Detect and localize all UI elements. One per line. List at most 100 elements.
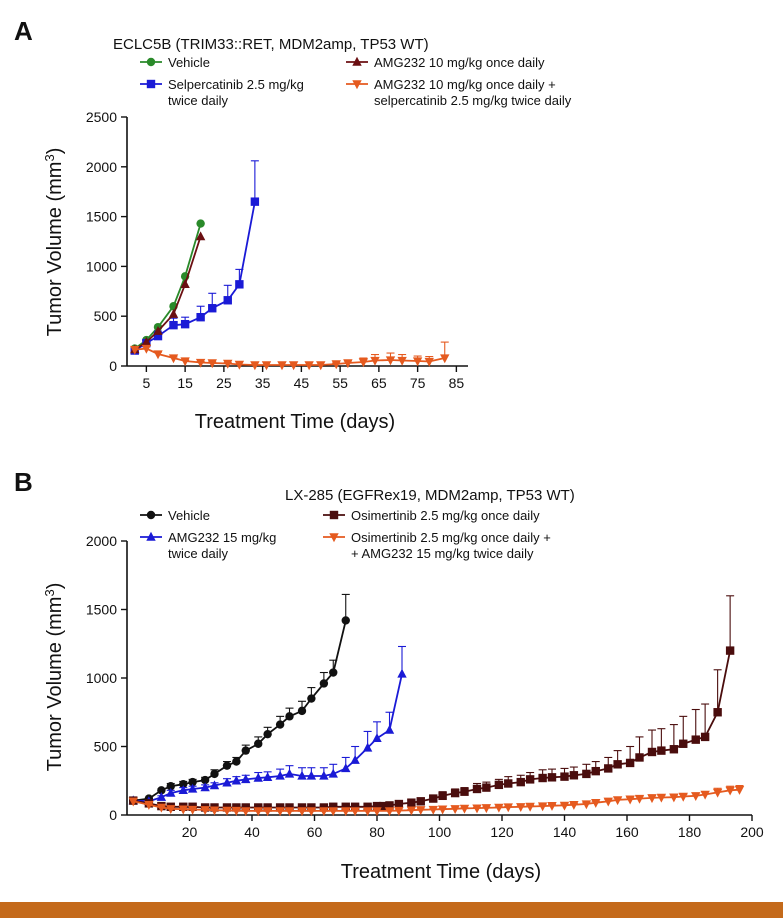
chart-a-series-2 xyxy=(130,160,260,355)
chart-b-data-point xyxy=(341,763,351,773)
chart-b-data-point xyxy=(179,779,188,789)
chart-b-data-point xyxy=(503,803,513,813)
chart-b-legend-item: Osimertinib 2.5 mg/kg once daily ++ AMG2… xyxy=(323,530,551,561)
chart-a-data-point xyxy=(169,320,178,330)
chart-b-data-point xyxy=(285,712,294,721)
chart-b-data-point xyxy=(569,771,579,780)
chart-b-data-point xyxy=(341,616,350,625)
chart-b-data-point xyxy=(262,772,273,782)
chart-a-y-tick-label: 1000 xyxy=(86,258,117,274)
chart-b-data-point xyxy=(691,735,700,744)
chart-b-data-point xyxy=(350,807,360,817)
chart-b-x-tick-label: 80 xyxy=(369,824,385,840)
chart-b-data-point xyxy=(625,795,635,805)
chart-b-data-point xyxy=(582,769,591,779)
chart-b-data-point xyxy=(328,807,338,817)
chart-b-data-point xyxy=(275,807,285,817)
chart-b-y-tick-label: 2000 xyxy=(86,533,117,549)
chart-a-data-point xyxy=(304,361,314,371)
chart-b-data-point xyxy=(156,803,167,813)
chart-b-data-point xyxy=(262,807,273,817)
chart-b-ylabel-sup: 3 xyxy=(42,589,57,596)
chart-b-legend-marker xyxy=(329,533,339,543)
chart-b-data-point xyxy=(231,806,242,816)
chart-b-data-point xyxy=(178,785,188,795)
chart-b-legend-label: Vehicle xyxy=(168,508,210,523)
chart-b-data-point xyxy=(210,769,219,779)
chart-a-ylabel-main: Tumor Volume (mm xyxy=(44,162,66,337)
chart-b-data-point xyxy=(222,777,232,787)
chart-b-legend-marker xyxy=(146,531,156,541)
chart-b-data-point xyxy=(712,788,723,798)
chart-a-data-point xyxy=(250,197,260,206)
chart-a-x-tick-label: 85 xyxy=(449,375,465,391)
chart-b-x-tick-label: 180 xyxy=(678,824,702,840)
chart-b-x-tick-label: 120 xyxy=(490,824,514,840)
chart-b-data-point xyxy=(166,805,176,815)
chart-b-data-point xyxy=(319,770,329,780)
chart-a-data-point xyxy=(130,345,140,355)
chart-b-data-point xyxy=(678,792,688,802)
chart-a-series-4 xyxy=(130,341,450,371)
chart-b-data-point xyxy=(591,766,600,776)
chart-a-data-point xyxy=(168,309,179,318)
chart-b-data-point xyxy=(560,772,569,781)
chart-b-x-tick-label: 60 xyxy=(307,824,323,840)
chart-b-data-point xyxy=(372,807,382,817)
chart-a-data-point xyxy=(180,319,190,329)
chart-b-data-point xyxy=(625,758,635,768)
chart-a-data-point xyxy=(223,296,232,305)
chart-b-data-point xyxy=(188,777,197,787)
chart-b-data-point xyxy=(656,793,667,803)
chart-b-data-point xyxy=(350,755,360,764)
chart-b-data-point xyxy=(472,804,482,814)
chart-b-data-point xyxy=(603,797,613,807)
chart-b-data-point xyxy=(516,777,525,787)
chart-b-data-point xyxy=(647,747,657,757)
chart-b-data-point xyxy=(329,668,338,677)
chart-b-data-point xyxy=(178,805,188,815)
chart-b-data-point xyxy=(428,805,438,815)
chart-b-data-point xyxy=(494,780,504,790)
chart-a-data-point xyxy=(180,279,190,289)
chart-b-data-point xyxy=(394,806,404,816)
chart-b-ylabel: Tumor Volume (mm3) xyxy=(42,583,66,772)
chart-b-data-point xyxy=(319,679,329,688)
chart-b-series-2 xyxy=(128,645,407,805)
chart-b-data-point xyxy=(253,772,263,782)
chart-b-data-point xyxy=(254,739,263,748)
chart-a-data-point xyxy=(288,361,299,371)
chart-a-data-point xyxy=(343,359,353,369)
chart-a-data-point xyxy=(250,361,260,371)
chart-b-data-point xyxy=(222,806,232,816)
chart-a-legend-label: Selpercatinib 2.5 mg/kg xyxy=(168,77,304,92)
chart-b-data-point xyxy=(504,779,513,788)
chart-a-legend-label: Vehicle xyxy=(168,55,210,70)
chart-a-x-tick-label: 55 xyxy=(332,375,348,391)
chart-b-data-point xyxy=(416,806,426,815)
chart-b-title: LX-285 (EGFRex19, MDM2amp, TP53 WT) xyxy=(285,487,575,504)
chart-b-data-point xyxy=(647,794,657,804)
chart-b-legend-label-line2: twice daily xyxy=(168,546,228,561)
chart-b-legend-label-line2: + AMG232 15 mg/kg twice daily xyxy=(351,546,534,561)
chart-a-ylabel: Tumor Volume (mm3) xyxy=(42,148,66,337)
chart-a-x-tick-label: 75 xyxy=(410,375,426,391)
chart-b-data-point xyxy=(559,801,570,811)
chart-b-y-tick-label: 0 xyxy=(109,807,117,823)
chart-a-data-point xyxy=(196,312,205,322)
chart-b-data-point xyxy=(450,788,460,798)
panel-label-a: A xyxy=(14,16,33,46)
chart-a-legend-marker xyxy=(146,57,156,67)
chart-b-data-point xyxy=(328,768,338,778)
chart-b-data-point xyxy=(385,801,394,810)
chart-a-data-point xyxy=(412,357,423,367)
chart-b-data-point xyxy=(306,770,317,780)
chart-b-data-point xyxy=(209,780,220,790)
chart-b-data-point xyxy=(253,807,263,817)
chart-b-data-point xyxy=(725,786,735,796)
chart-a-data-point xyxy=(141,336,152,346)
chart-b-data-point xyxy=(525,802,535,812)
chart-b-data-point xyxy=(166,782,175,791)
